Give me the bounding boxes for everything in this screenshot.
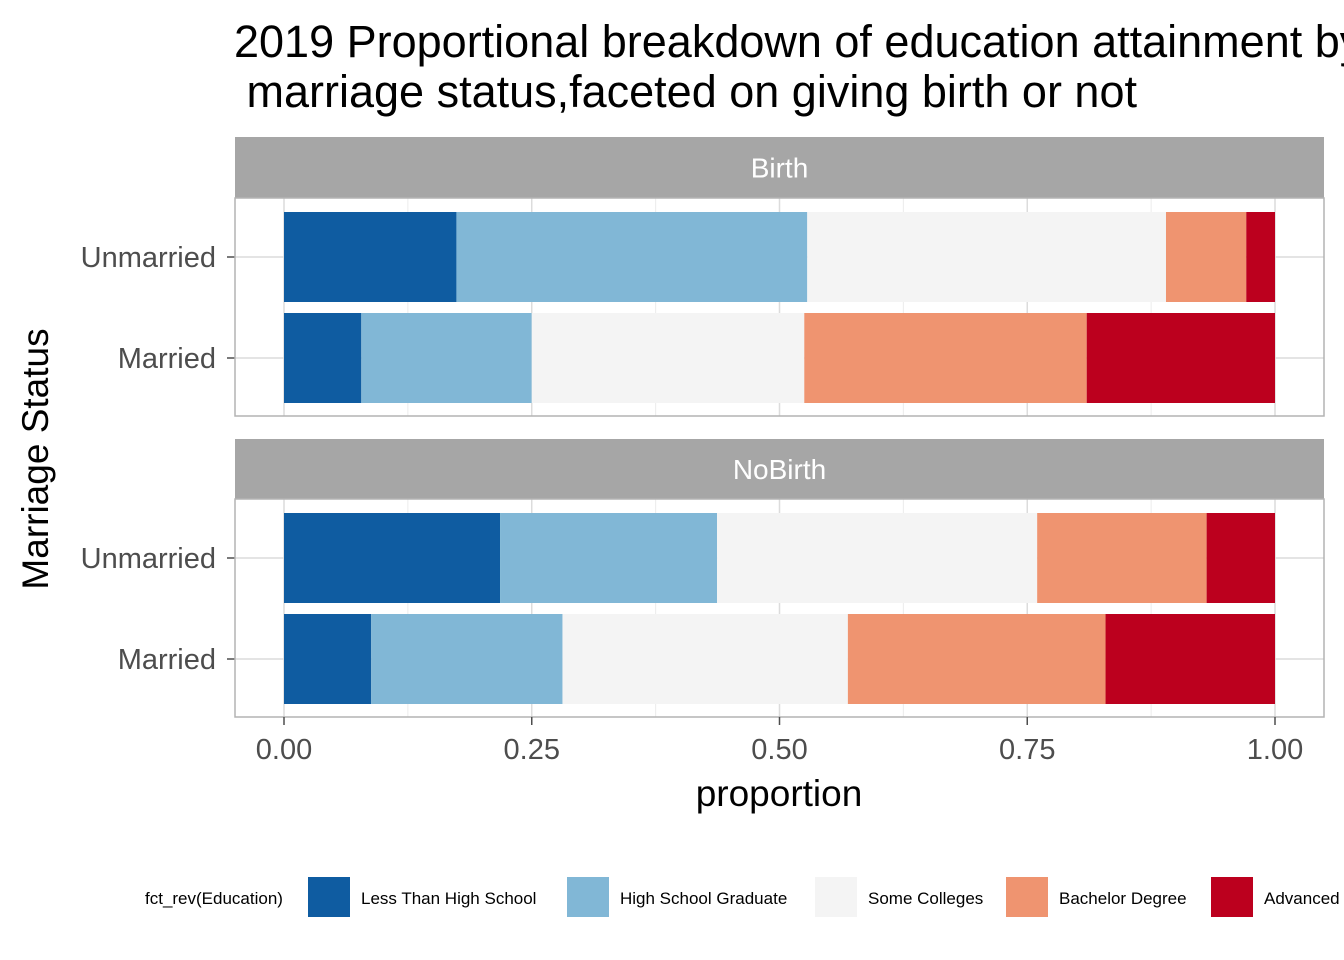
x-tick-label: 0.50: [751, 734, 807, 766]
facet-birth: Birth Unmarried Married: [81, 137, 1325, 417]
bar-segment-high-school-graduate: [371, 614, 563, 704]
y-tick-label: Unmarried: [81, 242, 216, 274]
bar-segment-some-colleges: [807, 212, 1166, 302]
legend-item: Bachelor Degree: [1006, 877, 1187, 917]
legend-key: [1006, 877, 1048, 917]
legend-key: [1211, 877, 1253, 917]
legend-item: Advanced Degree: [1211, 877, 1344, 917]
bar-segment-less-than-high-school: [284, 513, 501, 603]
bar-segment-high-school-graduate: [361, 313, 532, 403]
x-tick-label: 0.75: [999, 734, 1055, 766]
bar-segment-advanced-degree: [1105, 614, 1275, 704]
y-tick-label: Married: [118, 644, 216, 676]
y-axis-title: Marriage Status: [15, 328, 56, 589]
bar-segment-some-colleges: [717, 513, 1038, 603]
bar-segment-less-than-high-school: [284, 313, 362, 403]
facet-strip: [235, 137, 1324, 198]
bar-segment-bachelor-degree: [804, 313, 1087, 403]
bar-segment-bachelor-degree: [847, 614, 1106, 704]
facet-strip: [235, 439, 1324, 499]
legend-items: Less Than High School High School Graduat…: [308, 877, 1344, 917]
legend-item: Less Than High School: [308, 877, 536, 917]
x-axis-ticks: 0.00 0.25 0.50 0.75 1.00: [256, 717, 1303, 766]
bar-segment-less-than-high-school: [284, 614, 372, 704]
facet-nobirth: NoBirth Unmarried Married: [81, 439, 1325, 718]
legend-label: Some Colleges: [868, 889, 983, 908]
legend: fct_rev(Education) Less Than High School…: [145, 877, 1344, 917]
legend-label: High School Graduate: [620, 889, 787, 908]
legend-item: Some Colleges: [815, 877, 983, 917]
facet-strip-label: Birth: [751, 153, 809, 184]
bar-segment-advanced-degree: [1086, 313, 1275, 403]
chart-title-line-2: marriage status,faceted on giving birth …: [234, 66, 1137, 117]
bar-segment-high-school-graduate: [456, 212, 808, 302]
bar-segment-less-than-high-school: [284, 212, 457, 302]
legend-label: Bachelor Degree: [1059, 889, 1187, 908]
bar-segment-advanced-degree: [1206, 513, 1275, 603]
x-tick-label: 1.00: [1247, 734, 1303, 766]
chart-title-line-1: 2019 Proportional breakdown of education…: [234, 16, 1344, 67]
bar-segment-some-colleges: [562, 614, 848, 704]
facet-panels: Birth Unmarried Married NoBirth Unmarried Mar…: [81, 137, 1325, 718]
legend-key: [815, 877, 857, 917]
y-tick-label: Unmarried: [81, 543, 216, 575]
bar-segment-some-colleges: [531, 313, 805, 403]
facet-strip-label: NoBirth: [733, 454, 826, 485]
legend-item: High School Graduate: [567, 877, 787, 917]
y-tick-label: Married: [118, 343, 216, 375]
bar-segment-bachelor-degree: [1165, 212, 1247, 302]
legend-key: [308, 877, 350, 917]
bar-segment-bachelor-degree: [1037, 513, 1207, 603]
bar-segment-high-school-graduate: [500, 513, 718, 603]
legend-label: Advanced Degree: [1264, 889, 1344, 908]
bar-segment-advanced-degree: [1246, 212, 1275, 302]
x-tick-label: 0.25: [504, 734, 560, 766]
x-axis-title: proportion: [696, 773, 863, 814]
legend-title: fct_rev(Education): [145, 889, 283, 908]
legend-label: Less Than High School: [361, 889, 536, 908]
x-tick-label: 0.00: [256, 734, 312, 766]
legend-key: [567, 877, 609, 917]
panel-border: [234, 197, 1325, 417]
